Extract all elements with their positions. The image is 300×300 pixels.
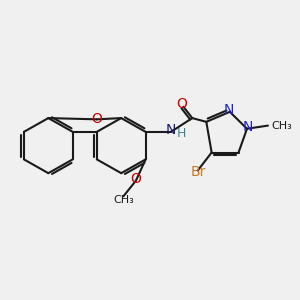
Text: CH₃: CH₃	[271, 121, 292, 130]
Text: O: O	[92, 112, 102, 126]
Text: H: H	[176, 127, 186, 140]
Text: N: N	[243, 120, 254, 134]
Text: O: O	[130, 172, 141, 186]
Text: Br: Br	[190, 165, 206, 179]
Text: N: N	[223, 103, 234, 117]
Text: N: N	[166, 123, 176, 137]
Text: O: O	[176, 97, 187, 111]
Text: CH₃: CH₃	[113, 195, 134, 205]
